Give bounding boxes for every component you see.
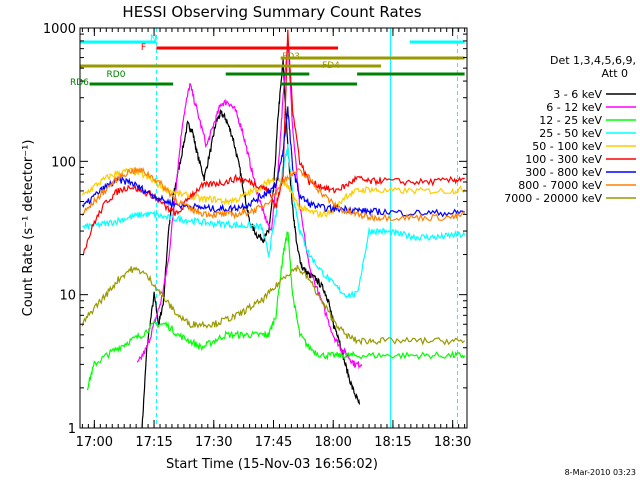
series-line-6 [81, 106, 465, 218]
y-tick-label-3: 1000 [43, 22, 76, 37]
x-tick-label-2: 17:30 [195, 435, 232, 450]
y-axis-label: Count Rate (s⁻¹ detector⁻¹) [21, 140, 36, 317]
flag-label-5: RD0 [107, 70, 126, 80]
y-tick-label-2: 100 [51, 155, 76, 170]
legend-label-0: 3 - 6 keV [553, 88, 602, 101]
x-axis-label: Start Time (15-Nov-03 16:56:02) [166, 457, 378, 472]
legend-label-7: 800 - 7000 keV [518, 179, 602, 192]
legend-label-3: 25 - 50 keV [539, 127, 602, 140]
legend-label-4: 50 - 100 keV [532, 140, 602, 153]
series-line-2 [86, 230, 466, 391]
legend-label-2: 12 - 25 keV [539, 114, 602, 127]
x-tick-label-3: 17:45 [255, 435, 292, 450]
flag-label-6: RD6 [70, 78, 89, 88]
legend-header-attenuator: Att 0 [602, 67, 628, 80]
legend-label-6: 300 - 800 keV [525, 166, 602, 179]
series-line-8 [81, 264, 465, 346]
legend-label-5: 100 - 300 keV [525, 153, 602, 166]
flag-label-1: F [141, 43, 146, 53]
legend-label-1: 6 - 12 keV [546, 101, 602, 114]
flag-label-4: FD4 [322, 61, 340, 71]
legend-label-8: 7000 - 20000 keV [504, 192, 602, 205]
x-tick-label-5: 18:15 [374, 435, 411, 450]
series-line-0 [141, 59, 361, 428]
y-tick-label-1: 10 [59, 289, 76, 304]
chart-title: HESSI Observing Summary Count Rates [122, 3, 421, 21]
legend-header-detectors: Det 1,3,4,5,6,9, [550, 54, 636, 67]
series-line-7 [81, 166, 466, 223]
y-tick-label-0: 1 [68, 422, 76, 437]
x-tick-label-4: 18:00 [314, 435, 351, 450]
flag-label-0: N [150, 34, 157, 44]
x-tick-label-1: 17:15 [135, 435, 172, 450]
timestamp: 8-Mar-2010 03:23 [565, 468, 636, 477]
flag-label-2: FD3 [282, 52, 300, 62]
x-tick-label-6: 18:30 [434, 435, 471, 450]
x-tick-label-0: 17:00 [76, 435, 113, 450]
series-line-5 [82, 29, 465, 256]
